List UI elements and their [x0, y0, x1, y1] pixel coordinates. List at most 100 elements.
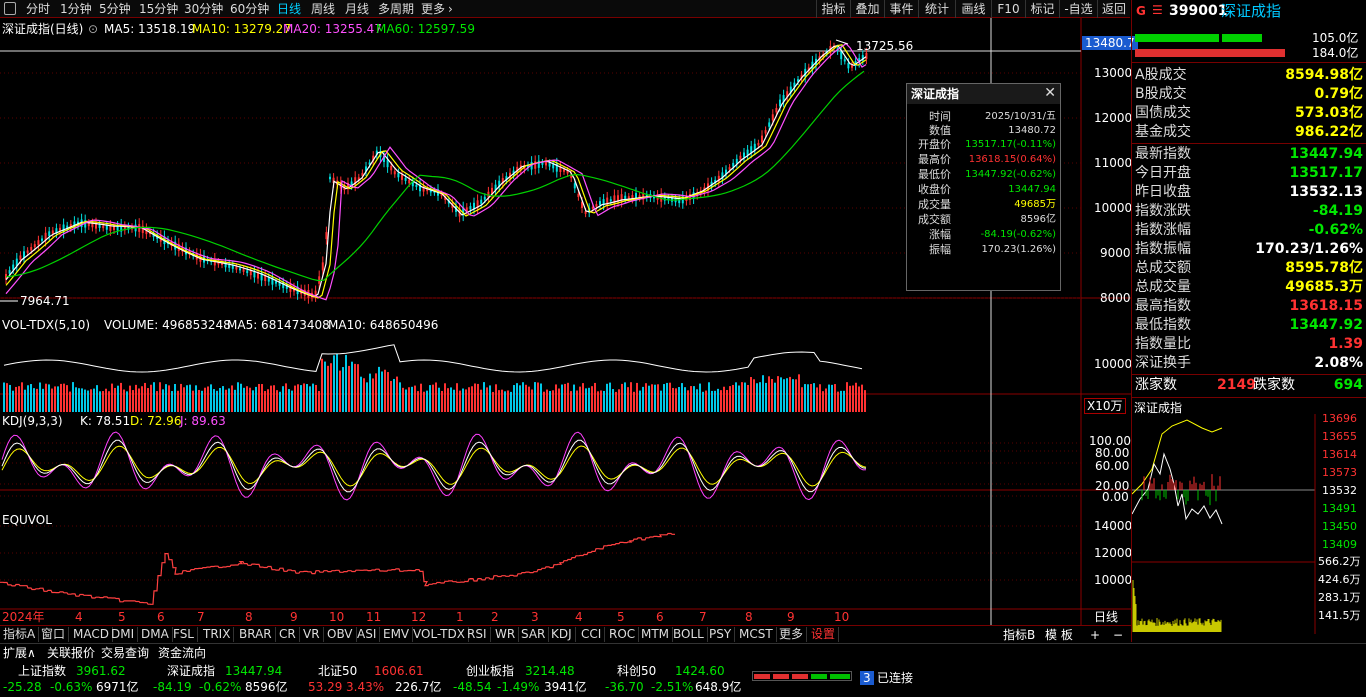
indicator-tab[interactable]: MACD — [70, 627, 113, 642]
indicator-tab[interactable]: VR — [300, 627, 324, 642]
popup-label: 时间 — [929, 110, 951, 123]
candle-body — [782, 95, 785, 102]
indicator-tab[interactable]: ASI — [354, 627, 381, 642]
ratio-top: 105.0亿 — [1312, 31, 1359, 45]
status-index-name[interactable]: 北证50 — [318, 664, 358, 678]
indicator-tab[interactable]: SAR — [518, 627, 550, 642]
menu-icon[interactable]: ☰ — [1152, 3, 1163, 17]
stat-value: -84.19 — [1312, 203, 1363, 219]
close-icon[interactable]: ✕ — [1044, 85, 1056, 101]
code-prefix: G — [1136, 4, 1146, 18]
indicator-button[interactable]: 指标 — [816, 0, 850, 18]
period-tab-daily[interactable]: 日线 — [277, 2, 302, 16]
candle-body — [534, 161, 537, 169]
indicator-tab[interactable]: BOLL — [670, 627, 708, 642]
status-index-name[interactable]: 创业板指 — [466, 664, 515, 678]
candle-body — [87, 222, 90, 227]
events-button[interactable]: 事件 — [884, 0, 918, 18]
status-index-name[interactable]: 上证指数 — [18, 664, 67, 678]
indicator-tab[interactable]: EMV — [380, 627, 414, 642]
draw-line-button[interactable]: 画线 — [955, 0, 991, 18]
template-tab[interactable]: 模 板 — [1045, 628, 1073, 642]
indicator-tab[interactable]: RSI — [464, 627, 491, 642]
ma60-value: MA60: 12597.59 — [376, 22, 475, 36]
data-window-popup[interactable]: 深证成指 ✕ 时间 2025/10/31/五 数值 13480.72 开盘价 1… — [906, 83, 1061, 291]
candle-body — [663, 196, 666, 201]
candle-body — [577, 193, 580, 198]
indicator-tab[interactable]: FSL — [170, 627, 198, 642]
vol-value: VOLUME: 496853248 — [104, 318, 231, 332]
candle-body — [512, 170, 515, 175]
related-quotes-tab[interactable]: 关联报价 — [47, 646, 96, 660]
period-tab-weekly[interactable]: 周线 — [311, 2, 336, 16]
statistics-button[interactable]: 统计 — [918, 0, 955, 18]
period-tab-60min[interactable]: 60分钟 — [230, 2, 270, 16]
indicator-tab[interactable]: KDJ — [548, 627, 576, 642]
popup-label: 振幅 — [929, 243, 951, 256]
period-tab-5min[interactable]: 5分钟 — [99, 2, 131, 16]
trade-query-tab[interactable]: 交易查询 — [101, 646, 150, 660]
breadth-row: 涨家数 2149 跌家数 694 — [1135, 376, 1365, 395]
indicator-tab[interactable]: 更多 — [776, 627, 808, 642]
period-tab-30min[interactable]: 30分钟 — [184, 2, 224, 16]
candle-body — [354, 177, 357, 186]
candle-body — [44, 232, 47, 241]
x-label: 3 — [531, 610, 539, 624]
indicator-tab[interactable]: OBV — [324, 627, 357, 642]
indicator-tab[interactable]: CR — [276, 627, 300, 642]
indicator-tab[interactable]: DMA — [138, 627, 173, 642]
indicator-tab[interactable]: PSY — [706, 627, 736, 642]
indicator-tab[interactable]: TRIX — [200, 627, 235, 642]
chevron-right-icon[interactable]: › — [448, 2, 453, 16]
kline-chart-area[interactable] — [0, 18, 1131, 625]
stat-row: 指数涨跌 -84.19 — [1135, 202, 1365, 221]
candle-body — [483, 196, 486, 200]
watchlist-button[interactable]: -自选 — [1059, 0, 1097, 18]
intraday-mini-chart[interactable] — [1132, 414, 1366, 634]
indicator-tab[interactable]: DMI — [108, 627, 139, 642]
period-tab-monthly[interactable]: 月线 — [345, 2, 370, 16]
indicator-tab[interactable]: BRAR — [236, 627, 276, 642]
stat-label: 今日开盘 — [1135, 165, 1191, 181]
candle-body — [642, 193, 645, 200]
remove-tab-button[interactable]: − — [1113, 628, 1124, 642]
indicator-tab[interactable]: 指标A — [0, 627, 40, 642]
indicator-tab[interactable]: 窗口 — [38, 627, 70, 642]
market-status-bar: 上证指数 3961.62 -25.28 -0.63% 6971亿 深证成指 13… — [0, 661, 1366, 697]
indicator-tab[interactable]: WR — [492, 627, 520, 642]
indicator-tab[interactable]: 设置 — [808, 627, 840, 642]
status-index-name[interactable]: 科创50 — [617, 664, 657, 678]
popup-value: 13447.92(-0.62%) — [965, 169, 1056, 180]
period-tab-1min[interactable]: 1分钟 — [60, 2, 92, 16]
stat-row: 国债成交 573.03亿 — [1135, 104, 1365, 123]
f10-button[interactable]: F10 — [991, 0, 1025, 18]
back-button[interactable]: 返回 — [1097, 0, 1130, 18]
indicator-tab[interactable]: MTM — [638, 627, 674, 642]
indicator-b-tab[interactable]: 指标B — [1003, 628, 1036, 642]
y-tick-13000: 13000 — [1094, 66, 1133, 80]
fund-flow-tab[interactable]: 资金流向 — [158, 646, 207, 660]
candle-body — [545, 161, 547, 166]
stat-label: 基金成交 — [1135, 124, 1191, 140]
indicator-tab[interactable]: CCI — [578, 627, 606, 642]
period-tab-fenshi[interactable]: 分时 — [26, 2, 51, 16]
status-index-change: -36.70 — [605, 680, 644, 694]
period-tab-more[interactable]: 更多 — [421, 2, 446, 16]
chevron-down-icon[interactable]: ⊙ — [88, 22, 99, 36]
kdj-tick-20: 20.00 — [1095, 479, 1130, 493]
stat-label: 深证换手 — [1135, 355, 1191, 371]
indicator-tab[interactable]: ROC — [606, 627, 640, 642]
home-icon[interactable] — [4, 2, 16, 15]
add-tab-button[interactable]: + — [1090, 628, 1101, 642]
connection-status[interactable]: 已连接 — [877, 671, 914, 685]
overlay-button[interactable]: 叠加 — [850, 0, 884, 18]
indicator-tab[interactable]: MCST — [736, 627, 777, 642]
status-index-name[interactable]: 深证成指 — [167, 664, 216, 678]
mark-button[interactable]: 标记 — [1025, 0, 1059, 18]
candle-body — [635, 193, 637, 201]
expand-button[interactable]: 扩展∧ — [3, 646, 36, 660]
candle-body — [69, 224, 72, 229]
period-tab-15min[interactable]: 15分钟 — [139, 2, 179, 16]
indicator-tab[interactable]: VOL-TDX — [410, 627, 469, 642]
period-tab-multi[interactable]: 多周期 — [378, 2, 415, 16]
